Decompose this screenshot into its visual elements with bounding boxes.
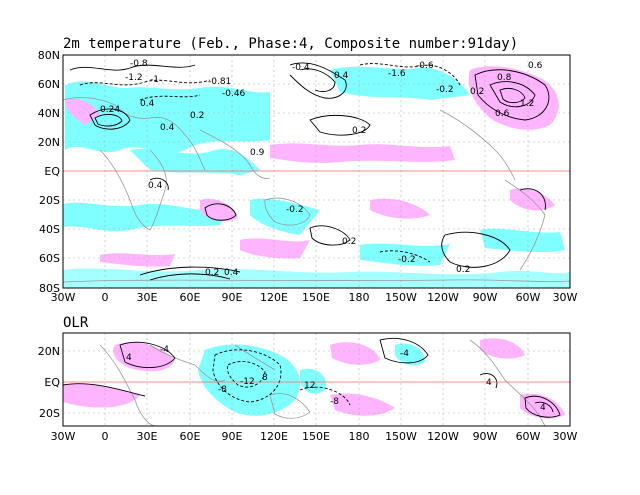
- contour-label: 8: [262, 373, 268, 383]
- lat-tick-label: 80N: [38, 49, 60, 62]
- lon-tick-label: 30W: [51, 291, 76, 304]
- lon-tick-label: 150W: [385, 291, 417, 304]
- bottom-lon-axis: 30W 0 30E 60E 90E 120E 150E 180 150W 120…: [51, 430, 578, 443]
- contour-label: -0.2: [436, 85, 454, 95]
- top-contours: [69, 62, 550, 281]
- contour-label: -0.4: [292, 63, 310, 73]
- contour-label: -0.2: [398, 255, 416, 265]
- contour-label: 4: [126, 353, 132, 363]
- lon-tick-label: 60W: [516, 430, 541, 443]
- top-gridlines: [63, 55, 570, 288]
- contour-label: 12: [304, 381, 315, 391]
- lon-tick-label: 60W: [516, 291, 541, 304]
- lon-tick-label: 120E: [260, 430, 288, 443]
- contour-label: -8: [218, 385, 227, 395]
- bottom-map: -4 4 8 -8 12 -12 4 -4 -8 4 20N EQ 20S 30…: [38, 332, 578, 443]
- bottom-contour-labels: -4 4 8 -8 12 -12 4 -4 -8 4: [126, 345, 546, 413]
- contour-label: 0.2: [456, 265, 470, 275]
- contour-label: 0.4: [334, 71, 349, 81]
- lat-tick-label: 40N: [38, 107, 60, 120]
- top-panel-title: 2m temperature (Feb., Phase:4, Composite…: [63, 36, 518, 52]
- contour-label: 0.2: [190, 111, 204, 121]
- top-lat-axis: 80N 60N 40N 20N EQ 20S 40S 60S 80S: [38, 49, 61, 295]
- lon-tick-label: 30E: [137, 430, 158, 443]
- top-contour-labels: -0.8 -1.2 -0.4 0.4 -0.6 -0.2 0.2 0.6 0.8…: [100, 59, 543, 278]
- lon-tick-label: 0: [102, 430, 109, 443]
- negative-shading: [63, 66, 570, 288]
- contour-label: 1.2: [520, 99, 534, 109]
- contour-label: 0.2: [352, 126, 366, 136]
- lon-tick-label: 120W: [427, 430, 459, 443]
- lon-tick-label: 150W: [385, 430, 417, 443]
- contour-label: 0.2: [342, 237, 356, 247]
- contour-label: 0.8: [497, 73, 512, 83]
- lon-tick-label: 60E: [180, 430, 201, 443]
- contour-label: 0.6: [528, 61, 543, 71]
- lon-tick-label: 90W: [473, 430, 498, 443]
- lat-tick-label: 60S: [39, 252, 60, 265]
- lat-tick-label: EQ: [44, 376, 60, 389]
- contour-label: -0.81: [208, 77, 231, 87]
- lon-tick-label: 30W: [553, 291, 578, 304]
- contour-label: 0.4: [224, 268, 239, 278]
- bottom-map-frame: [62, 332, 571, 427]
- lat-tick-label: 40S: [39, 223, 60, 236]
- bottom-contours: [63, 337, 561, 418]
- contour-label: -4: [400, 349, 409, 359]
- contour-label: -0.2: [286, 205, 304, 215]
- contour-label: -12: [240, 377, 255, 387]
- lon-tick-label: 150E: [302, 430, 330, 443]
- contour-label: -0.6: [416, 61, 434, 71]
- contour-label: -4: [160, 345, 169, 355]
- contour-label: 0.9: [250, 148, 265, 158]
- lon-tick-label: 180: [349, 430, 370, 443]
- lon-tick-label: 60E: [180, 291, 201, 304]
- lon-tick-label: 90E: [222, 430, 243, 443]
- contour-label: 0.4: [160, 123, 175, 133]
- contour-label: 4: [540, 403, 546, 413]
- contour-label: -1: [150, 75, 159, 85]
- contour-label: 0.4: [140, 99, 155, 109]
- lat-tick-label: 20N: [38, 345, 60, 358]
- lat-tick-label: EQ: [44, 165, 60, 178]
- lon-tick-label: 30W: [553, 430, 578, 443]
- lon-tick-label: 120W: [427, 291, 459, 304]
- top-lon-axis: 30W 0 30E 60E 90E 120E 150E 180 150W 120…: [51, 291, 578, 304]
- lat-tick-label: 20S: [39, 407, 60, 420]
- lat-tick-label: 80S: [39, 282, 60, 295]
- contour-label: 0.2: [470, 87, 484, 97]
- lat-tick-label: 20S: [39, 194, 60, 207]
- contour-label: 0.2: [205, 268, 219, 278]
- contour-label: -1.6: [388, 69, 406, 79]
- contour-label: -0.8: [130, 59, 148, 69]
- contour-label: -0.46: [222, 89, 246, 99]
- contour-label: 4: [486, 378, 492, 388]
- top-map-frame: [62, 54, 571, 289]
- lon-tick-label: 90W: [473, 291, 498, 304]
- bottom-gridlines: [63, 333, 570, 426]
- contour-label: -1.2: [125, 73, 143, 83]
- lon-tick-label: 150E: [302, 291, 330, 304]
- contour-label: 0.6: [495, 109, 510, 119]
- contour-label: -8: [330, 397, 339, 407]
- lon-tick-label: 180: [349, 291, 370, 304]
- lon-tick-label: 90E: [222, 291, 243, 304]
- lon-tick-label: 120E: [260, 291, 288, 304]
- lat-tick-label: 20N: [38, 136, 60, 149]
- bottom-panel-title: OLR: [63, 315, 89, 331]
- lon-tick-label: 0: [102, 291, 109, 304]
- lon-tick-label: 30E: [137, 291, 158, 304]
- contour-label: 0.24: [100, 105, 120, 115]
- positive-shading: [65, 66, 559, 267]
- bottom-lat-axis: 20N EQ 20S: [38, 345, 61, 420]
- contour-label: 0.4: [148, 181, 163, 191]
- lat-tick-label: 60N: [38, 78, 60, 91]
- top-map: -0.8 -1.2 -0.4 0.4 -0.6 -0.2 0.2 0.6 0.8…: [38, 49, 578, 304]
- negative-shading: [198, 343, 425, 416]
- lon-tick-label: 30W: [51, 430, 76, 443]
